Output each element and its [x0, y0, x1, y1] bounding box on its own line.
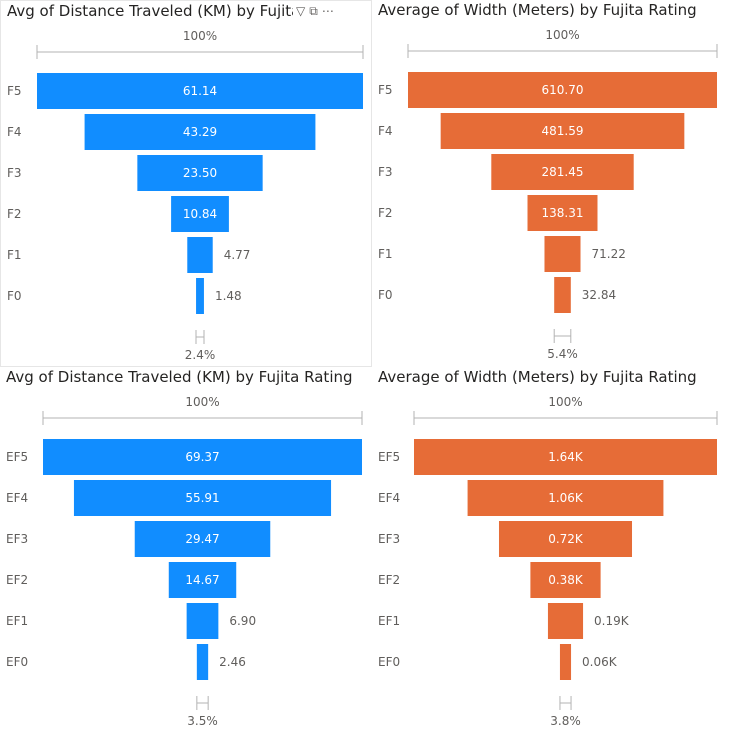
- bottom-percent-label: 3.8%: [550, 714, 581, 728]
- funnel-panel-3[interactable]: Avg of Distance Traveled (KM) by Fujita …: [0, 367, 372, 735]
- data-label: 2.46: [219, 655, 246, 669]
- funnel-bar: [196, 644, 209, 680]
- data-label: 1.48: [215, 289, 242, 303]
- visual-header-toolbar: ▽ ⧉ ⋯: [293, 3, 337, 19]
- funnel-panel-4[interactable]: Average of Width (Meters) by Fujita Rati…: [372, 367, 735, 735]
- category-label: F1: [7, 248, 22, 262]
- funnel-bar: [467, 480, 664, 516]
- bottom-percent-label: 2.4%: [185, 348, 216, 362]
- top-percent-label: 100%: [183, 29, 217, 43]
- data-label: 138.31: [542, 206, 584, 220]
- category-label: F0: [7, 289, 22, 303]
- funnel-chart: 100% F5 61.14 F4 43.29 F3 23.50 F2 10.84 F1 4.77 F0…: [7, 29, 364, 362]
- funnel-bar: [134, 521, 271, 557]
- data-label: 71.22: [592, 247, 626, 261]
- data-label: 1.06K: [548, 491, 584, 505]
- funnel-bar: [168, 562, 237, 598]
- funnel-bar: [544, 236, 581, 272]
- funnel-bar: [547, 603, 584, 639]
- funnel-bar: [84, 114, 316, 150]
- funnel-bar: [186, 603, 219, 639]
- funnel-bar: [37, 73, 363, 109]
- focus-mode-icon[interactable]: ⧉: [309, 4, 318, 18]
- data-label: 1.64K: [548, 450, 584, 464]
- funnel-bar: [554, 277, 571, 313]
- category-label: EF3: [6, 532, 28, 546]
- data-label: 4.77: [224, 248, 251, 262]
- funnel-bar: [137, 155, 263, 191]
- data-label: 610.70: [542, 83, 584, 97]
- data-label: 0.38K: [548, 573, 584, 587]
- category-label: EF0: [378, 655, 400, 669]
- category-label: EF4: [378, 491, 400, 505]
- category-label: F1: [378, 247, 393, 261]
- category-label: F3: [378, 165, 393, 179]
- bottom-percent-label: 3.5%: [187, 714, 218, 728]
- funnel-bar: [491, 154, 634, 190]
- funnel-bar: [498, 521, 633, 557]
- category-label: EF1: [6, 614, 28, 628]
- category-label: F2: [378, 206, 393, 220]
- category-label: EF0: [6, 655, 28, 669]
- data-label: 61.14: [183, 84, 217, 98]
- funnel-panel-1[interactable]: Avg of Distance Traveled (KM) by Fujita …: [0, 0, 372, 367]
- more-options-icon[interactable]: ⋯: [321, 4, 334, 18]
- category-label: EF1: [378, 614, 400, 628]
- funnel-bar: [559, 644, 572, 680]
- funnel-chart: 100% F5 610.70 F4 481.59 F3 281.45 F2 138.31 F1 71…: [378, 28, 718, 361]
- data-label: 14.67: [185, 573, 219, 587]
- funnel-bar: [440, 113, 685, 149]
- funnel-chart: 100% EF5 69.37 EF4 55.91 EF3 29.47 EF2 14.67 EF1 6…: [6, 395, 363, 728]
- category-label: EF2: [6, 573, 28, 587]
- category-label: EF4: [6, 491, 28, 505]
- data-label: 69.37: [185, 450, 219, 464]
- filter-icon[interactable]: ▽: [296, 4, 306, 18]
- data-label: 10.84: [183, 207, 217, 221]
- category-label: EF5: [6, 450, 28, 464]
- funnel-panel-2[interactable]: Average of Width (Meters) by Fujita Rati…: [372, 0, 735, 367]
- funnel-chart: 100% EF5 1.64K EF4 1.06K EF3 0.72K EF2 0.38K EF1 0…: [378, 395, 718, 728]
- funnel-bar: [414, 439, 717, 475]
- top-percent-label: 100%: [185, 395, 219, 409]
- data-label: 43.29: [183, 125, 217, 139]
- funnel-bar: [43, 439, 362, 475]
- category-label: EF3: [378, 532, 400, 546]
- category-label: F2: [7, 207, 22, 221]
- funnel-bar: [73, 480, 332, 516]
- chart-title: Avg of Distance Traveled (KM) by Fujita …: [6, 368, 353, 386]
- data-label: 23.50: [183, 166, 217, 180]
- category-label: EF5: [378, 450, 400, 464]
- data-label: 0.19K: [594, 614, 630, 628]
- category-label: F3: [7, 166, 22, 180]
- data-label: 6.90: [229, 614, 256, 628]
- category-label: F4: [7, 125, 22, 139]
- funnel-bar: [408, 72, 717, 108]
- top-percent-label: 100%: [545, 28, 579, 42]
- funnel-bar: [187, 237, 213, 273]
- bottom-percent-label: 5.4%: [547, 347, 578, 361]
- chart-title: Avg of Distance Traveled (KM) by Fujita …: [7, 2, 307, 20]
- data-label: 281.45: [542, 165, 584, 179]
- chart-title: Average of Width (Meters) by Fujita Rati…: [378, 368, 697, 386]
- category-label: F4: [378, 124, 393, 138]
- category-label: EF2: [378, 573, 400, 587]
- funnel-bar: [171, 196, 229, 232]
- data-label: 0.72K: [548, 532, 584, 546]
- funnel-bar: [196, 278, 204, 314]
- top-percent-label: 100%: [548, 395, 582, 409]
- data-label: 481.59: [542, 124, 584, 138]
- data-label: 0.06K: [582, 655, 618, 669]
- category-label: F0: [378, 288, 393, 302]
- category-label: F5: [378, 83, 393, 97]
- data-label: 55.91: [185, 491, 219, 505]
- chart-title: Average of Width (Meters) by Fujita Rati…: [378, 1, 697, 19]
- funnel-bar: [530, 562, 601, 598]
- category-label: F5: [7, 84, 22, 98]
- data-label: 32.84: [582, 288, 616, 302]
- data-label: 29.47: [185, 532, 219, 546]
- funnel-bar: [527, 195, 598, 231]
